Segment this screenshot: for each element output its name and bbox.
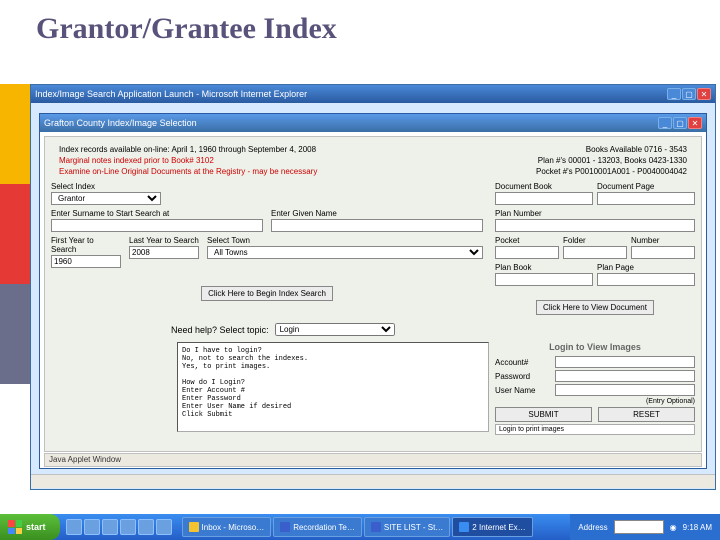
ie-status-bar <box>31 474 715 488</box>
task-label: Inbox - Microso… <box>202 523 265 532</box>
login-pay-note: Login to print images <box>495 424 695 435</box>
template-color-strip <box>0 84 30 384</box>
label-pocket: Pocket <box>495 236 559 245</box>
maximize-icon[interactable]: ▢ <box>682 88 696 100</box>
applet-body: Index records available on-line: April 1… <box>44 136 702 452</box>
folder-input[interactable] <box>563 246 627 259</box>
document-lookup-panel: Document Book Document Page Plan Number … <box>495 182 695 315</box>
last-year-input[interactable] <box>129 246 199 259</box>
select-index[interactable]: Grantor <box>51 192 161 205</box>
address-label: Address <box>578 523 607 532</box>
label-plan-book: Plan Book <box>495 263 593 272</box>
login-form: Login to View Images Account# Password U… <box>495 342 695 435</box>
first-year-input[interactable] <box>51 255 121 268</box>
task-icon <box>371 522 381 532</box>
help-topic-select[interactable]: Login <box>275 323 395 336</box>
doc-page-input[interactable] <box>597 192 695 205</box>
info-index-range: Index records available on-line: April 1… <box>59 145 316 154</box>
view-document-button[interactable]: Click Here to View Document <box>536 300 654 315</box>
taskbar-item[interactable]: SITE LIST - St… <box>364 517 450 537</box>
taskbar-tasks: Inbox - Microso… Recordation Te… SITE LIST… <box>178 517 571 537</box>
applet-status-bar: Java Applet Window <box>44 453 702 467</box>
quick-launch-icon[interactable] <box>156 519 172 535</box>
label-doc-page: Document Page <box>597 182 695 191</box>
quick-launch-icon[interactable] <box>120 519 136 535</box>
ie-title-text: Index/Image Search Application Launch - … <box>35 89 307 99</box>
label-plan-number: Plan Number <box>495 209 695 218</box>
info-marginal: Marginal notes indexed prior to Book# 31… <box>59 156 214 165</box>
task-icon <box>459 522 469 532</box>
system-tray[interactable]: Address ◉ 9:18 AM <box>570 514 720 540</box>
label-doc-book: Document Book <box>495 182 593 191</box>
info-plans: Plan #'s 00001 - 13203, Books 0423-1330 <box>538 156 687 165</box>
label-folder: Folder <box>563 236 627 245</box>
ie-titlebar[interactable]: Index/Image Search Application Launch - … <box>31 85 715 103</box>
task-icon <box>189 522 199 532</box>
start-label: start <box>26 522 46 532</box>
label-need-help: Need help? Select topic: <box>171 325 269 335</box>
quick-launch-icon[interactable] <box>102 519 118 535</box>
info-examine: Examine on-Line Original Documents at th… <box>59 167 317 176</box>
quick-launch <box>60 519 178 535</box>
maximize-icon[interactable]: ▢ <box>673 117 687 129</box>
task-label: Recordation Te… <box>293 523 355 532</box>
minimize-icon[interactable]: _ <box>667 88 681 100</box>
plan-page-input[interactable] <box>597 273 695 286</box>
taskbar: start Inbox - Microso… Recordation Te… SIT… <box>0 514 720 540</box>
password-input[interactable] <box>555 370 695 382</box>
submit-button[interactable]: SUBMIT <box>495 407 592 422</box>
label-password: Password <box>495 372 555 381</box>
task-label: 2 Internet Ex… <box>472 523 525 532</box>
pocket-input[interactable] <box>495 246 559 259</box>
quick-launch-icon[interactable] <box>66 519 82 535</box>
clock: 9:18 AM <box>683 523 712 532</box>
applet-window: Grafton County Index/Image Selection _ ▢… <box>39 113 707 469</box>
applet-title-text: Grafton County Index/Image Selection <box>44 118 197 128</box>
label-select-index: Select Index <box>51 182 161 191</box>
applet-titlebar[interactable]: Grafton County Index/Image Selection _ ▢… <box>40 114 706 132</box>
username-input[interactable] <box>555 384 695 396</box>
close-icon[interactable]: ✕ <box>688 117 702 129</box>
select-town[interactable]: All Towns <box>207 246 483 259</box>
number-input[interactable] <box>631 246 695 259</box>
quick-launch-icon[interactable] <box>138 519 154 535</box>
account-input[interactable] <box>555 356 695 368</box>
info-pocket: Pocket #'s P0010001A001 - P0040004042 <box>536 167 687 176</box>
reset-button[interactable]: RESET <box>598 407 695 422</box>
slide-title: Grantor/Grantee Index <box>0 0 720 50</box>
label-town: Select Town <box>207 236 483 245</box>
address-combo[interactable] <box>614 520 664 534</box>
doc-book-input[interactable] <box>495 192 593 205</box>
windows-logo-icon <box>8 520 22 534</box>
label-given: Enter Given Name <box>271 209 483 218</box>
taskbar-item[interactable]: 2 Internet Ex… <box>452 517 532 537</box>
label-last-year: Last Year to Search <box>129 236 199 245</box>
tray-icon[interactable]: ◉ <box>670 523 677 532</box>
task-icon <box>280 522 290 532</box>
info-books: Books Available 0716 - 3543 <box>586 145 687 154</box>
search-panel: Select Index Grantor Enter Surname to St… <box>51 182 483 315</box>
label-account: Account# <box>495 358 555 367</box>
ie-window: Index/Image Search Application Launch - … <box>30 84 716 490</box>
task-label: SITE LIST - St… <box>384 523 443 532</box>
close-icon[interactable]: ✕ <box>697 88 711 100</box>
login-header: Login to View Images <box>495 342 695 352</box>
taskbar-item[interactable]: Recordation Te… <box>273 517 362 537</box>
start-button[interactable]: start <box>0 514 60 540</box>
plan-number-input[interactable] <box>495 219 695 232</box>
label-first-year: First Year to Search <box>51 236 121 254</box>
plan-book-input[interactable] <box>495 273 593 286</box>
taskbar-item[interactable]: Inbox - Microso… <box>182 517 272 537</box>
quick-launch-icon[interactable] <box>84 519 100 535</box>
begin-search-button[interactable]: Click Here to Begin Index Search <box>201 286 333 301</box>
given-input[interactable] <box>271 219 483 232</box>
minimize-icon[interactable]: _ <box>658 117 672 129</box>
surname-input[interactable] <box>51 219 263 232</box>
label-username: User Name <box>495 386 555 395</box>
login-help-text: Do I have to login? No, not to search th… <box>177 342 489 432</box>
entry-optional-note: (Entry Optional) <box>495 398 695 405</box>
label-number: Number <box>631 236 695 245</box>
label-surname: Enter Surname to Start Search at <box>51 209 263 218</box>
label-plan-page: Plan Page <box>597 263 695 272</box>
